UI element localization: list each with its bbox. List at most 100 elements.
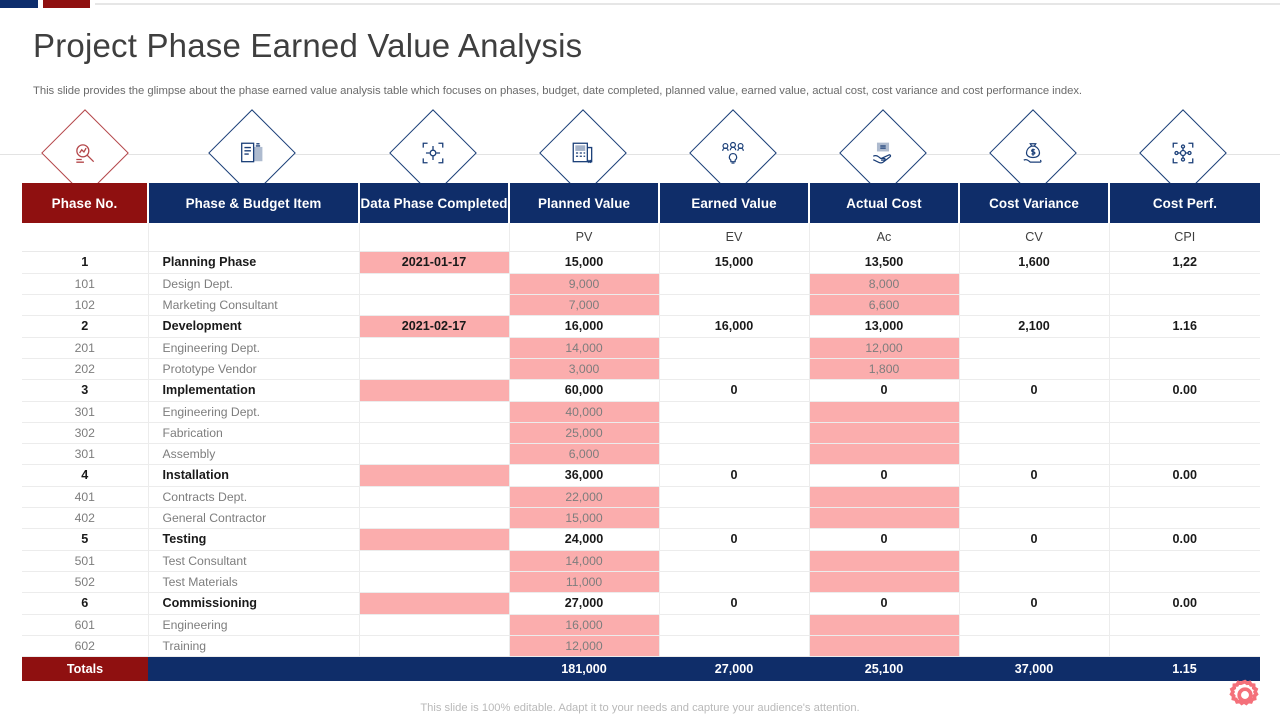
- cell-item: Commissioning: [148, 592, 360, 615]
- cell-date: [359, 571, 510, 593]
- col-header-planned-value: Planned Value: [509, 183, 660, 223]
- cell-phase-no: 1: [22, 251, 149, 274]
- cell-cv: [959, 401, 1110, 423]
- totals-cpi: 1.15: [1109, 656, 1260, 681]
- cell-ac: 13,000: [809, 315, 960, 338]
- cell-cpi: 0.00: [1109, 379, 1260, 402]
- col-header-data-phase-completed: Data Phase Completed: [359, 183, 510, 223]
- icon-slot-5: [689, 109, 777, 197]
- cell-pv: 14,000: [509, 550, 660, 572]
- cell-ev: [659, 443, 810, 465]
- table-row: 6 Commissioning 27,000 0 0 0 0.00: [22, 592, 1260, 615]
- cell-ac: [809, 443, 960, 465]
- abbreviation-row: PV EV Ac CV CPI: [22, 223, 1260, 252]
- cell-cv: 1,600: [959, 251, 1110, 274]
- cell-item: Design Dept.: [148, 273, 360, 295]
- cell-pv: 40,000: [509, 401, 660, 423]
- totals-item: [148, 656, 359, 681]
- cell-item: Engineering Dept.: [148, 401, 360, 423]
- cell-item: Contracts Dept.: [148, 486, 360, 508]
- cell-pv: 60,000: [509, 379, 660, 402]
- cell-cv: [959, 273, 1110, 295]
- cell-ev: [659, 294, 810, 316]
- table-row: 102 Marketing Consultant 7,000 6,600: [22, 294, 1260, 316]
- accent-bar-navy: [0, 0, 38, 8]
- gear-icon: [1228, 678, 1262, 712]
- cell-cv: 0: [959, 379, 1110, 402]
- cell-cv: [959, 294, 1110, 316]
- cell-ac: [809, 635, 960, 657]
- totals-ac: 25,100: [809, 656, 959, 681]
- cell-cpi: [1109, 273, 1260, 295]
- cell-date: [359, 635, 510, 657]
- cell-cv: [959, 571, 1110, 593]
- table-row: 1 Planning Phase 2021-01-17 15,000 15,000 13,…: [22, 251, 1260, 274]
- cell-ev: 16,000: [659, 315, 810, 338]
- cell-phase-no: 402: [22, 507, 149, 529]
- cell-date: [359, 401, 510, 423]
- cell-ac: [809, 614, 960, 636]
- cell-ev: [659, 571, 810, 593]
- cell-ev: [659, 401, 810, 423]
- cell-ev: [659, 358, 810, 380]
- col-header-phase-no: Phase No.: [22, 183, 149, 223]
- cell-pv: 22,000: [509, 486, 660, 508]
- cell-item: Installation: [148, 464, 360, 487]
- cell-item: Test Materials: [148, 571, 360, 593]
- cell-ac: [809, 401, 960, 423]
- cell-cpi: [1109, 294, 1260, 316]
- calculator-report-icon: [552, 122, 614, 184]
- cell-cv: 0: [959, 592, 1110, 615]
- cell-cpi: [1109, 635, 1260, 657]
- cell-cpi: [1109, 614, 1260, 636]
- cell-pv: 16,000: [509, 315, 660, 338]
- table-row: 401 Contracts Dept. 22,000: [22, 486, 1260, 508]
- cell-ac: [809, 507, 960, 529]
- table-row: 202 Prototype Vendor 3,000 1,800: [22, 358, 1260, 380]
- cell-cpi: 0.00: [1109, 528, 1260, 551]
- cell-ev: 0: [659, 592, 810, 615]
- icon-band-rule: [0, 154, 1280, 155]
- cell-date: [359, 443, 510, 465]
- table-row: 2 Development 2021-02-17 16,000 16,000 13,000…: [22, 315, 1260, 338]
- table-header: Phase No. Phase & Budget Item Data Phase…: [22, 183, 1260, 223]
- cell-item: Engineering: [148, 614, 360, 636]
- cell-date: [359, 592, 510, 615]
- cell-item: Test Consultant: [148, 550, 360, 572]
- cell-ev: [659, 422, 810, 444]
- cell-item: Engineering Dept.: [148, 337, 360, 359]
- cell-pv: 14,000: [509, 337, 660, 359]
- cell-pv: 25,000: [509, 422, 660, 444]
- cell-ev: [659, 486, 810, 508]
- cell-pv: 3,000: [509, 358, 660, 380]
- cell-ac: 0: [809, 528, 960, 551]
- cell-phase-no: 201: [22, 337, 149, 359]
- table-row: 501 Test Consultant 14,000: [22, 550, 1260, 572]
- totals-pv: 181,000: [509, 656, 659, 681]
- cell-ev: 0: [659, 379, 810, 402]
- col-header-earned-value: Earned Value: [659, 183, 810, 223]
- cell-cpi: [1109, 401, 1260, 423]
- cell-ac: [809, 550, 960, 572]
- table-body: PV EV Ac CV CPI 1 Planning Phase 2021-01-1…: [22, 223, 1260, 681]
- cell-pv: 36,000: [509, 464, 660, 487]
- cell-ev: 0: [659, 528, 810, 551]
- abbr-pv: PV: [509, 223, 660, 252]
- top-accent-bars: [0, 0, 1280, 8]
- icon-slot-7: [989, 109, 1077, 197]
- money-hand-icon: [852, 122, 914, 184]
- cell-pv: 24,000: [509, 528, 660, 551]
- cell-ev: [659, 550, 810, 572]
- cell-cpi: [1109, 571, 1260, 593]
- col-header-phase-budget-item: Phase & Budget Item: [148, 183, 360, 223]
- table-row: 301 Engineering Dept. 40,000: [22, 401, 1260, 423]
- accent-bar-red: [43, 0, 90, 8]
- cell-pv: 27,000: [509, 592, 660, 615]
- cell-ac: [809, 486, 960, 508]
- cell-ac: 0: [809, 592, 960, 615]
- totals-ev: 27,000: [659, 656, 809, 681]
- cell-date: [359, 337, 510, 359]
- cell-cpi: 1,22: [1109, 251, 1260, 274]
- cell-date: [359, 422, 510, 444]
- table-row: 601 Engineering 16,000: [22, 614, 1260, 636]
